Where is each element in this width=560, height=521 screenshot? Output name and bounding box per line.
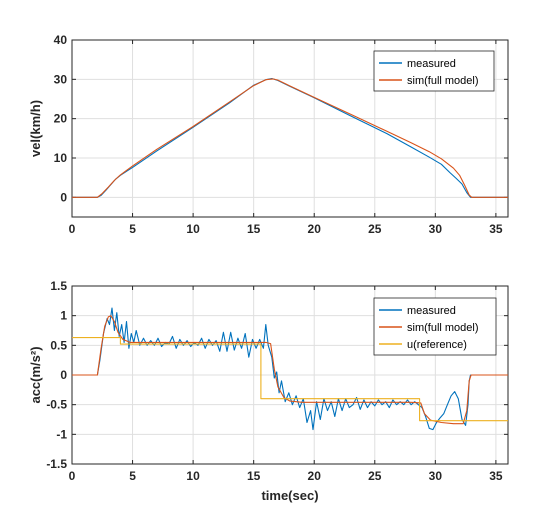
x-tick-label: 15: [247, 222, 261, 236]
y-tick-label: 0: [60, 190, 67, 204]
legend-entry-label: measured: [407, 58, 456, 70]
y-tick-label: 40: [54, 33, 68, 47]
y-tick-label: 10: [54, 151, 68, 165]
legend-entry-label: sim(full model): [407, 322, 479, 334]
x-tick-label: 30: [429, 222, 443, 236]
acceleration-chart: 0 5 10 15 20 25 30 35 -1.5 -1 -0.5 0 0.5 1 1.5 acc(m/s…: [28, 279, 509, 503]
legend-entry-label: u(reference): [407, 339, 467, 351]
x-tick-label: 10: [186, 222, 200, 236]
y-tick-label: 30: [54, 72, 68, 86]
y-tick-label: 20: [54, 112, 68, 126]
acceleration-ticks: 0 5 10 15 20 25 30 35 -1.5 -1 -0.5 0 0.5 1 1.5: [46, 279, 508, 483]
x-tick-label: 35: [489, 222, 503, 236]
x-tick-label: 25: [368, 469, 382, 483]
y-tick-label: -1: [56, 427, 67, 441]
velocity-grid: [71, 39, 508, 217]
y-tick-label: -0.5: [46, 398, 67, 412]
x-tick-label: 10: [186, 469, 200, 483]
series-line-sim-full-model-: [72, 78, 508, 198]
y-tick-label: 0.5: [50, 338, 67, 352]
x-tick-label: 20: [308, 222, 322, 236]
acceleration-x-axis-label: time(sec): [261, 488, 318, 503]
x-tick-label: 25: [368, 222, 382, 236]
x-tick-label: 0: [69, 222, 76, 236]
velocity-series: [72, 77, 508, 198]
velocity-chart: 0 5 10 15 20 25 30 35 0 10 20 30 40 vel(km/h) measur…: [28, 33, 509, 236]
velocity-ticks: 0 5 10 15 20 25 30 35 0 10 20 30 40: [54, 33, 508, 236]
x-tick-label: 15: [247, 469, 261, 483]
velocity-y-axis-label: vel(km/h): [28, 100, 43, 157]
velocity-legend: measured sim(full model): [373, 50, 495, 92]
legend-box: [373, 50, 495, 92]
y-tick-label: 0: [60, 368, 67, 382]
x-tick-label: 20: [308, 469, 322, 483]
acceleration-series: [72, 307, 508, 431]
series-line-u-reference-: [72, 337, 508, 422]
x-tick-label: 5: [129, 222, 136, 236]
x-tick-label: 35: [489, 469, 503, 483]
x-tick-label: 0: [69, 469, 76, 483]
y-tick-label: 1.5: [50, 279, 67, 293]
acceleration-legend: measured sim(full model) u(reference): [373, 297, 497, 356]
y-tick-label: -1.5: [46, 457, 67, 471]
series-line-sim-full-model-: [72, 315, 508, 425]
acceleration-y-axis-label: acc(m/s²): [28, 346, 43, 403]
x-tick-label: 5: [129, 469, 136, 483]
x-tick-label: 30: [429, 469, 443, 483]
y-tick-label: 1: [60, 309, 67, 323]
legend-entry-label: sim(full model): [407, 75, 479, 87]
legend-entry-label: measured: [407, 305, 456, 317]
velocity-plot-area: [71, 39, 509, 218]
